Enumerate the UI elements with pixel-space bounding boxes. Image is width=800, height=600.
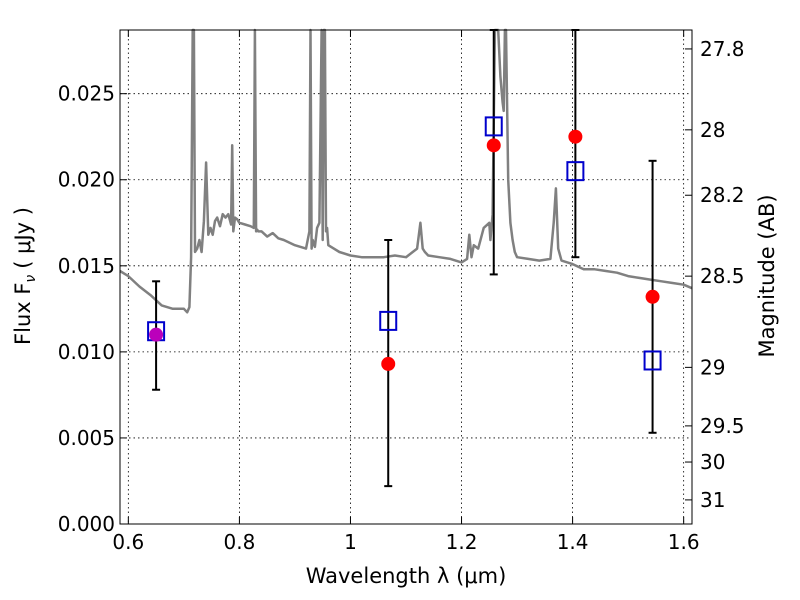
magnitude-tick-label: 27.8 xyxy=(700,37,745,61)
y-tick-label: 0.005 xyxy=(58,426,115,450)
observed-point-marker xyxy=(568,129,583,144)
x-tick-label: 1.2 xyxy=(446,530,478,554)
x-tick-label: 0.8 xyxy=(223,530,255,554)
x-tick-label: 1 xyxy=(344,530,357,554)
y-axis-left-label-group: Flux Fν ( μJy ) xyxy=(11,207,39,345)
observed-point-marker xyxy=(486,138,501,153)
y-tick-label: 0.020 xyxy=(58,168,115,192)
model-square-marker xyxy=(484,116,503,137)
magnitude-tick-label: 28.2 xyxy=(700,183,745,207)
x-tick-label: 1.6 xyxy=(668,530,700,554)
magnitude-tick-label: 31 xyxy=(700,488,725,512)
y-axis-right-label: Magnitude (AB) xyxy=(755,194,779,357)
magnitude-tick-label: 29 xyxy=(700,355,725,379)
y-axis-left-label-sub: ν xyxy=(23,275,39,283)
magnitude-tick-label: 28 xyxy=(700,118,725,142)
model-square-marker xyxy=(643,350,662,371)
tick-layer: 0.6 0.8 1 1.2 1.4 1.6 0.000 0.005 0.010 0.015 0.02… xyxy=(58,30,745,554)
magnitude-tick-label: 29.5 xyxy=(700,414,745,438)
model-spectrum-line xyxy=(119,28,693,314)
x-axis-label: Wavelength λ (μm) xyxy=(306,564,507,588)
x-tick-label: 0.6 xyxy=(112,530,144,554)
y-axis-left-label-main: Flux F xyxy=(11,283,35,345)
observed-point-marker xyxy=(381,356,396,371)
x-tick-label: 1.4 xyxy=(557,530,589,554)
y-tick-label: 0.000 xyxy=(58,512,115,536)
spectrum-layer xyxy=(119,28,693,314)
y-tick-label: 0.015 xyxy=(58,254,115,278)
y-axis-left-label-unit: ( μJy ) xyxy=(11,207,35,269)
model-square-marker xyxy=(566,161,585,182)
plot-frame xyxy=(119,29,693,525)
observed-point-layer xyxy=(149,129,660,371)
y-axis-left-label: Flux Fν ( μJy ) xyxy=(11,207,39,345)
model-square-marker xyxy=(379,310,398,331)
y-tick-label: 0.025 xyxy=(58,82,115,106)
magnitude-tick-label: 30 xyxy=(700,450,725,474)
y-tick-label: 0.010 xyxy=(58,340,115,364)
observed-point-marker xyxy=(645,289,660,304)
magnitude-tick-label: 28.5 xyxy=(700,264,745,288)
observed-point-marker xyxy=(149,327,164,342)
